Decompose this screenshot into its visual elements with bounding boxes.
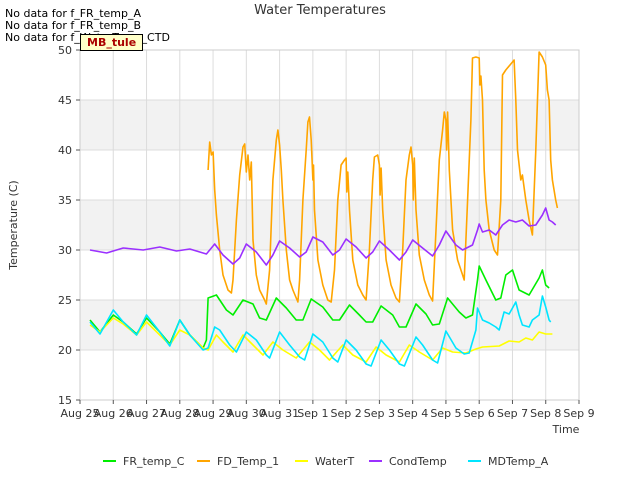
series-lines (89, 51, 559, 367)
x-tick-label: Sep 9 (563, 407, 594, 420)
y-tick-label: 20 (58, 344, 72, 357)
y-tick-label: 40 (58, 144, 72, 157)
y-tick-label: 30 (58, 244, 72, 257)
series-CondTemp (89, 207, 557, 266)
x-tick-label: Sep 3 (364, 407, 395, 420)
y-axis-label: Temperature (C) (7, 180, 20, 270)
x-tick-label: Sep 2 (331, 407, 362, 420)
legend-label-FR_temp_C: FR_temp_C (123, 455, 185, 468)
legend-label-MDTemp_A: MDTemp_A (488, 455, 549, 468)
series-WaterT (89, 317, 553, 363)
legend-label-CondTemp: CondTemp (389, 455, 447, 468)
x-tick-label: Aug 31 (260, 407, 299, 420)
x-tick-label: Aug 28 (160, 407, 199, 420)
x-tick-label: Sep 1 (297, 407, 328, 420)
x-tick-label: Sep 8 (530, 407, 561, 420)
y-tick-label: 45 (58, 94, 72, 107)
y-axis-ticks: 15 20 25 30 35 40 45 50 (58, 44, 80, 407)
site-badge: MB_tule (80, 34, 144, 51)
band-20 (80, 300, 579, 350)
x-axis-label: Time (552, 423, 580, 436)
plot-frame (79, 49, 580, 401)
x-tick-label: Sep 4 (397, 407, 428, 420)
y-tick-label: 50 (58, 44, 72, 57)
no-data-notice-2: No data for f_FR_temp_B (5, 19, 142, 32)
x-tick-label: Aug 26 (94, 407, 133, 420)
legend-label-WaterT: WaterT (315, 455, 355, 468)
series-MDTemp_A (89, 295, 552, 367)
y-tick-label: 25 (58, 294, 72, 307)
legend: FR_temp_C FD_Temp_1 WaterT CondTemp MDTemp_A (103, 455, 549, 468)
band-40 (80, 100, 579, 150)
legend-label-FD_Temp_1: FD_Temp_1 (217, 455, 279, 468)
x-tick-label: Sep 5 (430, 407, 461, 420)
x-tick-label: Aug 30 (227, 407, 266, 420)
band-30 (80, 200, 579, 250)
x-tick-label: Sep 6 (464, 407, 495, 420)
x-tick-label: Aug 25 (61, 407, 100, 420)
chart-title: Water Temperatures (254, 3, 386, 18)
x-tick-label: Sep 7 (497, 407, 528, 420)
y-tick-label: 35 (58, 194, 72, 207)
series-FD_Temp_1 (207, 51, 559, 305)
background-bands (80, 100, 579, 350)
y-tick-label: 15 (58, 394, 72, 407)
no-data-notice-1: No data for f_FR_temp_A (5, 7, 141, 20)
x-tick-label: Aug 27 (127, 407, 166, 420)
x-tick-label: Aug 29 (194, 407, 233, 420)
